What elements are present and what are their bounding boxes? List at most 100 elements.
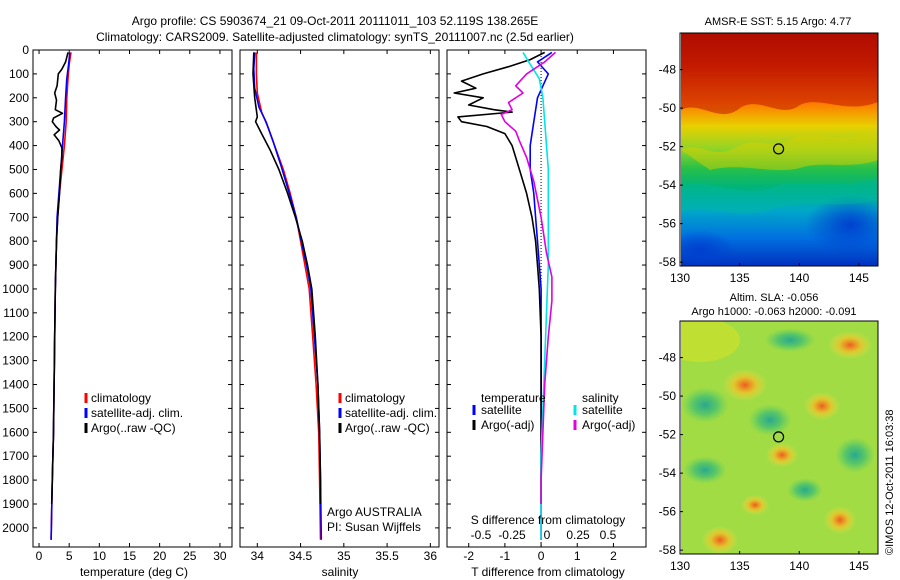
lat-tick-label: -54	[659, 178, 677, 192]
difference-panel: -2 -1 0 1 2 temperature satellite Argo(-adj)…	[446, 49, 647, 579]
legend-label-climatology: climatology	[91, 391, 151, 405]
sst-map-title: AMSR-E SST: 5.15 Argo: 4.77	[705, 16, 852, 28]
x-tick-label: -1	[500, 549, 511, 563]
series-line	[252, 52, 322, 504]
lat-tick-label: -50	[659, 101, 677, 115]
depth-tick-label: 1500	[2, 401, 29, 415]
lon-tick-label: 145	[849, 271, 869, 285]
lat-tick-label: -48	[659, 63, 677, 77]
title-line-1: Argo profile: CS 5903674_21 09-Oct-2011 …	[132, 14, 539, 28]
salinity-series	[252, 52, 323, 540]
lon-tick-label: 145	[849, 559, 869, 573]
depth-tick-label: 500	[9, 162, 29, 176]
depth-tick-label: 300	[9, 115, 29, 129]
lat-tick-label: -52	[659, 428, 677, 442]
s-difference-ticks: -0.5 -0.25 0 0.25 0.5	[471, 528, 617, 542]
legend-label-salinity-argo: Argo(-adj)	[582, 418, 635, 432]
difference-depth-ticks	[447, 49, 646, 529]
depth-tick-label: 1800	[2, 473, 29, 487]
x-tick-label: 34	[251, 549, 265, 563]
s-tick-label: -0.25	[498, 528, 526, 542]
x-tick-label: 1	[574, 549, 581, 563]
x-tick-label: -2	[463, 549, 474, 563]
copyright-label: ©IMOS 12-Oct-2011 16:03:38	[884, 410, 896, 555]
depth-tick-label: 0	[22, 43, 29, 57]
depth-tick-label: 1700	[2, 449, 29, 463]
temperature-legend: climatology satellite-adj. clim. Argo(..…	[84, 391, 183, 435]
series-line	[50, 52, 69, 505]
legend-label-argo: Argo(..raw -QC)	[91, 421, 176, 435]
depth-tick-label: 200	[9, 91, 29, 105]
annotation-pi: PI: Susan Wijffels	[327, 520, 421, 534]
depth-tick-label: 2000	[2, 521, 29, 535]
salinity-legend: climatology satellite-adj. clim. Argo(..…	[338, 391, 437, 435]
depth-tick-label: 900	[9, 258, 29, 272]
sst-heatmap	[681, 33, 878, 266]
x-tick-label: 35	[337, 549, 351, 563]
x-tick-label: 15	[123, 549, 137, 563]
depth-tick-label: 1400	[2, 378, 29, 392]
series-line	[253, 52, 323, 540]
sst-map-frame	[679, 32, 879, 267]
x-tick-label: 30	[213, 549, 227, 563]
salinity-depth-ticks	[240, 49, 439, 529]
x-tick-label: 36	[424, 549, 438, 563]
argo-location-marker	[772, 143, 785, 155]
lat-tick-label: -48	[659, 351, 677, 365]
lon-tick-label: 130	[670, 271, 690, 285]
difference-legend: temperature satellite Argo(-adj) salinit…	[472, 391, 635, 432]
x-tick-label: 0	[538, 549, 545, 563]
depth-tick-label: 700	[9, 210, 29, 224]
s-tick-label: 0.5	[600, 528, 617, 542]
legend-label-temperature-argo: Argo(-adj)	[481, 418, 534, 432]
temperature-plot-frame	[32, 49, 233, 548]
s-tick-label: 0	[544, 528, 551, 542]
depth-tick-label: 1100	[3, 306, 29, 320]
sla-map-panel: Altim. SLA: -0.056 Argo h1000: -0.063 h2…	[659, 292, 879, 573]
salinity-panel: 34 34.5 35 35.5 36 climatology satellite-adj…	[239, 49, 440, 579]
difference-series	[453, 51, 557, 540]
salinity-plot-frame	[239, 49, 440, 548]
depth-tick-label: 400	[9, 139, 29, 153]
series-line	[500, 51, 557, 504]
x-tick-label: 25	[183, 549, 197, 563]
salinity-xlabel: salinity	[322, 565, 359, 579]
temperature-xlabel: temperature (deg C)	[80, 565, 188, 579]
lat-tick-label: -54	[659, 466, 677, 480]
depth-tick-label: 1600	[2, 425, 29, 439]
lat-tick-label: -50	[659, 389, 677, 403]
argo-location-marker	[772, 431, 785, 443]
x-tick-label: 20	[153, 549, 167, 563]
sla-heatmap	[681, 321, 878, 554]
salinity-axis: 34 34.5 35 35.5 36	[251, 50, 438, 563]
difference-plot-frame	[446, 49, 647, 548]
sst-map-panel: AMSR-E SST: 5.15 Argo: 4.77 130 135 140 145…	[659, 16, 879, 285]
sla-map-subtitle: Argo h1000: -0.063 h2000: -0.091	[691, 306, 856, 318]
depth-tick-label: 1200	[2, 330, 29, 344]
depth-tick-label: 600	[9, 186, 29, 200]
series-line	[50, 52, 72, 540]
lon-tick-label: 140	[789, 271, 809, 285]
lon-tick-label: 130	[670, 559, 690, 573]
x-tick-label: 2	[610, 549, 617, 563]
legend-label-climatology: climatology	[345, 391, 405, 405]
legend-label-satellite: satellite-adj. clim.	[91, 406, 183, 420]
sla-map-title: Altim. SLA: -0.056	[730, 292, 819, 304]
annotation-argo-australia: Argo AUSTRALIA	[327, 505, 422, 519]
series-line	[50, 52, 71, 540]
lat-tick-label: -58	[659, 255, 677, 269]
sla-map-frame	[679, 320, 879, 555]
depth-axis: 0 100 200 300 400 500 600 700 800 900 1000 1100 1200…	[2, 43, 232, 535]
lat-tick-label: -56	[659, 505, 677, 519]
series-line	[453, 51, 546, 504]
legend-label-salinity-satellite: satellite	[582, 403, 623, 417]
t-difference-xlabel: T difference from climatology	[471, 565, 625, 579]
legend-label-argo: Argo(..raw -QC)	[345, 421, 430, 435]
depth-tick-label: 100	[9, 67, 29, 81]
x-tick-label: 34.5	[289, 549, 313, 563]
s-tick-label: 0.25	[566, 528, 590, 542]
s-tick-label: -0.5	[471, 528, 492, 542]
temperature-panel: 0100200300400500600700800900100011001200…	[2, 43, 233, 579]
lon-tick-label: 140	[789, 559, 809, 573]
